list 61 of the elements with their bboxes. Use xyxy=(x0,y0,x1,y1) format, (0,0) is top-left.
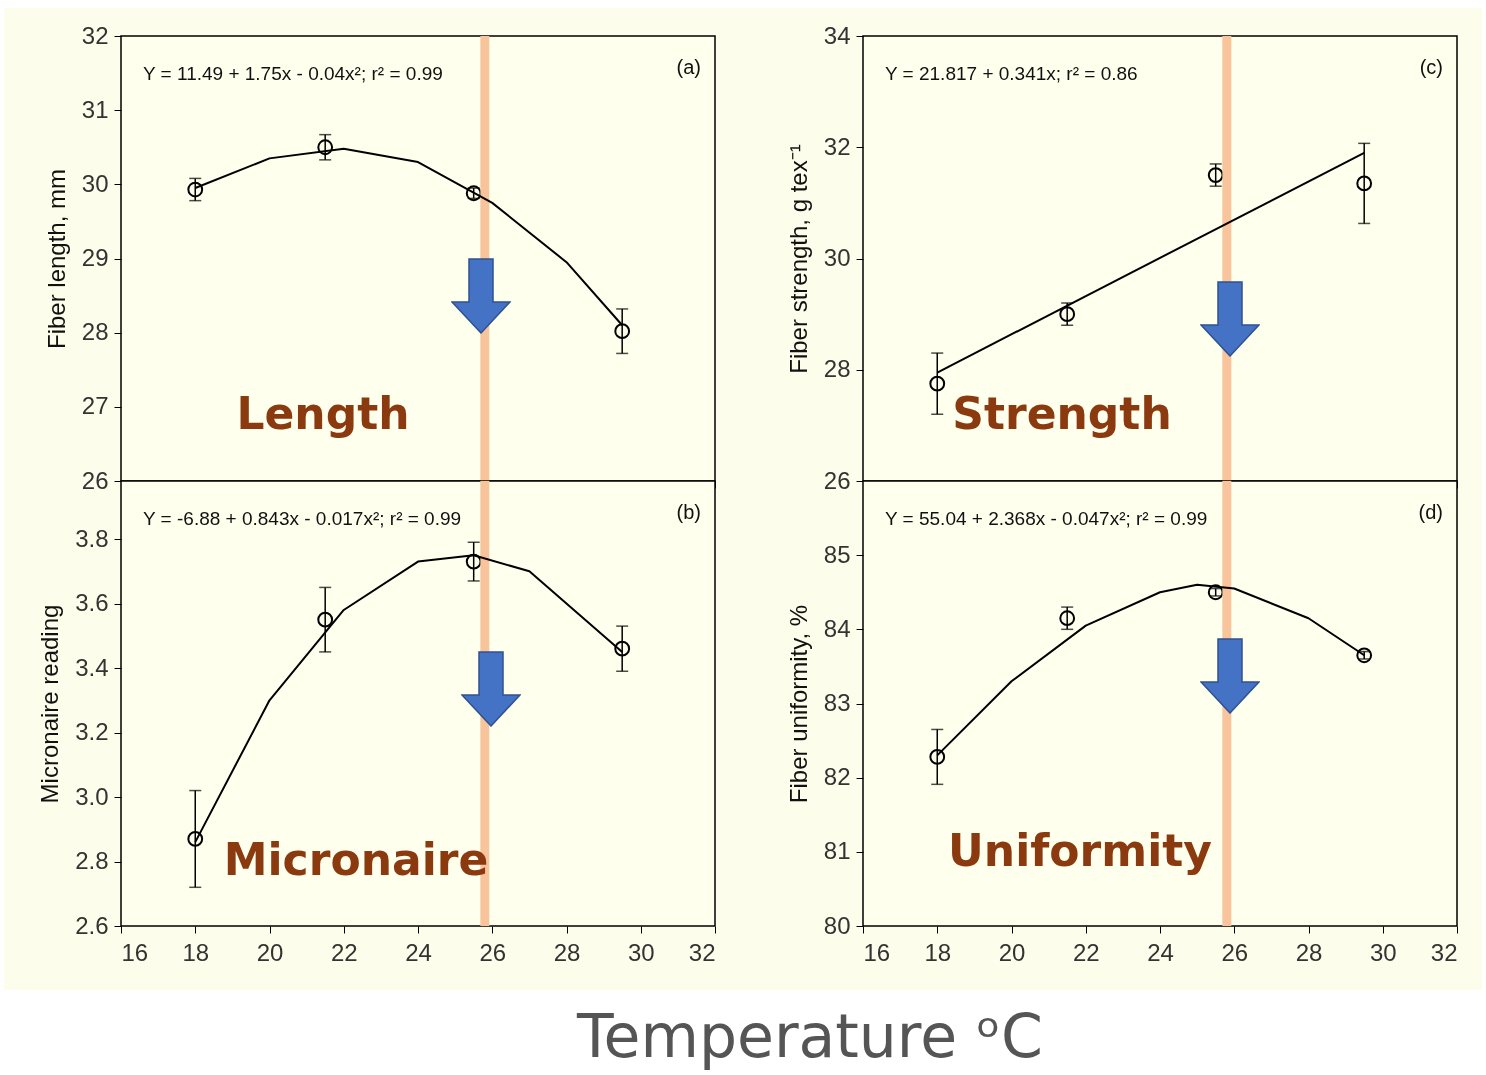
y-tick-label: 34 xyxy=(823,21,851,49)
annotation: Micronaire xyxy=(223,834,489,885)
y-tick-label: 80 xyxy=(823,911,851,939)
y-tick-label: 26 xyxy=(823,466,851,494)
y-tick-label: 3.0 xyxy=(75,782,109,810)
annotation: Y = 21.817 + 0.341x; r² = 0.86 xyxy=(885,63,1138,84)
y-tick-label: 85 xyxy=(823,540,851,568)
annotation: Y = 55.04 + 2.368x - 0.047x²; r² = 0.99 xyxy=(885,508,1208,529)
y-tick-label: 27 xyxy=(81,392,109,420)
annotation: Length xyxy=(236,388,410,439)
y-tick-label: 32 xyxy=(81,21,109,49)
x-axis-title: Temperature ᵒC xyxy=(575,1001,1044,1071)
x-tick-label: 16 xyxy=(121,938,149,966)
y-axis-title: Fiber uniformity, % xyxy=(784,604,812,804)
x-tick-label: 18 xyxy=(182,938,210,966)
x-tick-label: 28 xyxy=(553,938,581,966)
y-tick-label: 3.2 xyxy=(75,718,109,746)
x-tick-label: 22 xyxy=(330,938,358,966)
x-tick-label: 20 xyxy=(998,938,1026,966)
y-tick-label: 32 xyxy=(823,132,851,160)
annotation: (c) xyxy=(1419,56,1443,78)
x-tick-label: 16 xyxy=(863,938,891,966)
x-tick-label: 32 xyxy=(1430,938,1458,966)
x-tick-label: 20 xyxy=(256,938,284,966)
y-axis-title: Fiber strength, g tex⁻¹ xyxy=(784,144,812,374)
y-tick-label: 26 xyxy=(81,466,109,494)
y-tick-label: 28 xyxy=(81,318,109,346)
y-tick-label: 29 xyxy=(81,244,109,271)
x-tick-label: 30 xyxy=(1369,938,1397,966)
annotation: (b) xyxy=(676,501,701,523)
y-tick-label: 82 xyxy=(823,763,851,791)
y-axis-title: Fiber length, mm xyxy=(42,168,70,350)
y-axis-title: Micronaire reading xyxy=(36,604,64,804)
x-tick-label: 28 xyxy=(1295,938,1323,966)
x-tick-label: 32 xyxy=(688,938,716,966)
x-tick-label: 26 xyxy=(1221,938,1249,966)
x-tick-label: 24 xyxy=(1147,938,1174,966)
annotation: (a) xyxy=(676,56,701,78)
y-tick-label: 81 xyxy=(823,837,851,865)
annotation: Uniformity xyxy=(948,825,1212,876)
x-tick-label: 26 xyxy=(479,938,507,966)
y-tick-label: 3.6 xyxy=(75,589,109,617)
x-tick-label: 22 xyxy=(1072,938,1100,966)
y-tick-label: 2.6 xyxy=(75,911,109,939)
annotation: Strength xyxy=(952,388,1172,439)
annotation: Y = 11.49 + 1.75x - 0.04x²; r² = 0.99 xyxy=(143,63,443,84)
x-tick-label: 24 xyxy=(405,938,432,966)
y-tick-label: 31 xyxy=(81,95,109,123)
y-tick-label: 28 xyxy=(823,355,851,383)
y-tick-label: 30 xyxy=(823,244,851,271)
y-tick-label: 30 xyxy=(81,169,109,197)
x-tick-label: 18 xyxy=(924,938,952,966)
annotation: Y = -6.88 + 0.843x - 0.017x²; r² = 0.99 xyxy=(143,508,462,529)
y-tick-label: 2.8 xyxy=(75,847,109,875)
y-tick-label: 83 xyxy=(823,689,851,716)
annotation: (d) xyxy=(1418,501,1443,523)
x-tick-label: 30 xyxy=(627,938,655,966)
point xyxy=(929,375,946,392)
y-tick-label: 3.8 xyxy=(75,524,109,552)
y-tick-label: 84 xyxy=(823,614,851,642)
y-tick-label: 3.4 xyxy=(75,653,109,681)
